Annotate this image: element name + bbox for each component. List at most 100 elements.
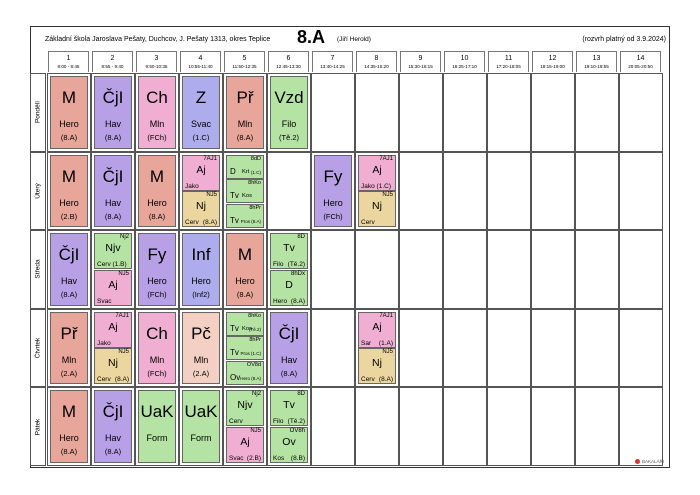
lesson-block[interactable]: UaK Form — [182, 390, 220, 463]
lesson-block[interactable]: NJ5 Aj Svac — [94, 269, 132, 306]
period-header: 1 8:00 - 8:45 — [48, 51, 89, 72]
lesson-group: NJ5 — [118, 349, 129, 356]
lesson-block[interactable]: 7AJ1 Aj Sar (1.A) — [358, 311, 396, 348]
timetable-cell — [619, 230, 663, 309]
lesson-room: (1.C) — [192, 133, 210, 142]
lesson-subject: Aj — [372, 320, 382, 333]
lesson-block[interactable]: Ch Mln (FCh) — [138, 311, 176, 385]
timetable-cell: 7AJ1 Aj Jako NJ5 Nj Cerv (8.A) — [179, 151, 223, 231]
period-time: 18:15-19:00 — [540, 64, 565, 69]
day-name: Pátek — [34, 418, 42, 435]
period-number: 6 — [286, 55, 291, 62]
timetable-cell: UaK Form — [179, 387, 223, 466]
lesson-block[interactable]: ČjI Hav (8.A) — [94, 76, 132, 149]
lesson-block[interactable]: 8D Tv Filo (Tě.2) — [270, 390, 308, 427]
period-header: 14 20:05-20:50 — [620, 51, 661, 72]
timetable-cell — [443, 308, 487, 388]
lesson-room: (8.A) — [104, 133, 122, 142]
lesson-teacher: Filo — [273, 418, 284, 426]
lesson-block[interactable]: 8hKo Tv Kos — [226, 179, 264, 204]
lesson-block[interactable]: 8hPr Tv Pros (1.C) — [226, 336, 264, 361]
lesson-subject: Vzd — [274, 88, 304, 107]
lesson-block[interactable]: Ch Mln (FCh) — [138, 76, 176, 149]
lesson-block[interactable]: M Hero (8.A) — [50, 76, 88, 149]
lesson-room: (8.A) — [60, 447, 78, 457]
lesson-block[interactable]: OV8d Ov Hero (8.A) — [226, 360, 264, 385]
lesson-group: 8hKo — [248, 180, 261, 187]
lesson-group: NJ5 — [206, 192, 217, 199]
timetable-cell: ČjI Hav (8.A) — [91, 151, 135, 231]
lesson-block[interactable]: M Hero (8.A) — [50, 390, 88, 463]
lesson-subject: Njv — [105, 242, 121, 255]
lesson-block[interactable]: Nj2 Njv Cerv — [226, 390, 264, 427]
lesson-subject: Tv — [283, 399, 295, 412]
timetable-cell — [619, 387, 663, 466]
timetable-cell — [575, 230, 619, 309]
lesson-block[interactable]: Inf Hero (Inf2) — [182, 233, 220, 306]
lesson-subject: Nj — [372, 357, 382, 370]
lesson-teacher: Krt — [242, 168, 250, 175]
lesson-block[interactable]: NJ5 Nj Cerv (8.A) — [94, 348, 132, 385]
lesson-block[interactable]: 8hDx D Hero (8.A) — [270, 269, 308, 306]
lesson-block[interactable]: M Hero (8.A) — [138, 154, 176, 228]
lesson-block[interactable]: 7AJ1 Aj Jako — [94, 311, 132, 348]
lesson-teacher: Jako — [185, 182, 199, 190]
lesson-block[interactable]: Nj2 Njv Cerv (1.B) — [94, 233, 132, 270]
period-time: 16:25-17:10 — [452, 64, 477, 69]
lesson-block[interactable]: 8dD D Krt (1.C) — [226, 154, 264, 179]
lesson-block[interactable]: UaK Form — [138, 390, 176, 463]
lesson-teacher: Hero — [147, 197, 167, 208]
lesson-room: (Inf2) — [192, 290, 210, 300]
lesson-block[interactable]: 8hPr Tv Pros (8.A) — [226, 203, 264, 228]
lesson-block[interactable]: 7AJ1 Aj Jako — [182, 154, 220, 191]
lesson-subject: Ov — [230, 372, 241, 382]
lesson-block[interactable]: Př Mln (2.A) — [50, 311, 88, 385]
lesson-teacher: Hero — [191, 276, 211, 287]
lesson-block[interactable]: ČjI Hav (8.A) — [50, 233, 88, 306]
lesson-block[interactable]: Pč Mln (2.A) — [182, 311, 220, 385]
logo-text: BAKALÁŘI — [641, 458, 664, 464]
lesson-room: (2.A) — [60, 368, 78, 378]
lesson-block[interactable]: M Hero (8.A) — [226, 233, 264, 306]
lesson-subject: M — [61, 402, 77, 422]
lesson-block[interactable]: ČjI Hav (8.A) — [270, 311, 308, 385]
timetable-cell — [311, 387, 355, 466]
lesson-room: (2.B) — [60, 211, 78, 221]
class-teacher: (Jiří Herold) — [337, 36, 371, 43]
period-time: 17:20-18:05 — [496, 64, 521, 69]
timetable-cell: Z Svac (1.C) — [179, 73, 223, 152]
lesson-teacher: Form — [146, 433, 168, 444]
lesson-block[interactable]: NJ5 Nj Cerv (8.A) — [182, 191, 220, 228]
lesson-block[interactable]: M Hero (2.B) — [50, 154, 88, 228]
lesson-block[interactable]: 8D Tv Filo (Tě.2) — [270, 233, 308, 270]
lesson-subject: M — [61, 166, 77, 186]
lesson-block[interactable]: Vzd Filo (Tě.2) — [270, 76, 308, 149]
day-name: Pondělí — [34, 101, 42, 124]
timetable-cell: ČjI Hav (8.A) — [91, 73, 135, 152]
lesson-group: 8hPr — [249, 204, 261, 211]
lesson-subject: M — [61, 88, 77, 107]
lesson-block[interactable]: 8hKo Tv Kos (Tě.2) — [226, 311, 264, 336]
timetable-cell — [531, 387, 575, 466]
lesson-room: (FCh) — [147, 133, 167, 142]
lesson-teacher: Svac — [190, 119, 211, 129]
lesson-block[interactable]: 7AJ1 Aj Jako (1.C) — [358, 154, 396, 191]
period-header: 3 9:50-10:35 — [136, 51, 177, 72]
lesson-subject: M — [237, 245, 253, 265]
lesson-room: (2.A) — [192, 368, 210, 378]
lesson-block[interactable]: OV8h Ov Kos (8.B) — [270, 426, 308, 463]
lesson-room: (FCh) — [323, 211, 343, 221]
lesson-block[interactable]: Z Svac (1.C) — [182, 76, 220, 149]
lesson-subject: Fy — [323, 166, 343, 186]
lesson-block[interactable]: Fy Hero (FCh) — [314, 154, 352, 228]
lesson-room: (8.A) — [104, 447, 122, 457]
lesson-block[interactable]: NJ5 Nj Cerv (8.A) — [358, 348, 396, 385]
lesson-block[interactable]: Př Mln (8.A) — [226, 76, 264, 149]
lesson-block[interactable]: ČjI Hav (8.A) — [94, 390, 132, 463]
lesson-subject: Tv — [283, 242, 295, 255]
lesson-block[interactable]: NJ5 Aj Svac (2.B) — [226, 426, 264, 463]
lesson-block[interactable]: ČjI Hav (8.A) — [94, 154, 132, 228]
lesson-block[interactable]: Fy Hero (FCh) — [138, 233, 176, 306]
lesson-block[interactable]: NJ5 Nj Cerv — [358, 191, 396, 228]
lesson-teacher: Hav — [104, 119, 121, 129]
